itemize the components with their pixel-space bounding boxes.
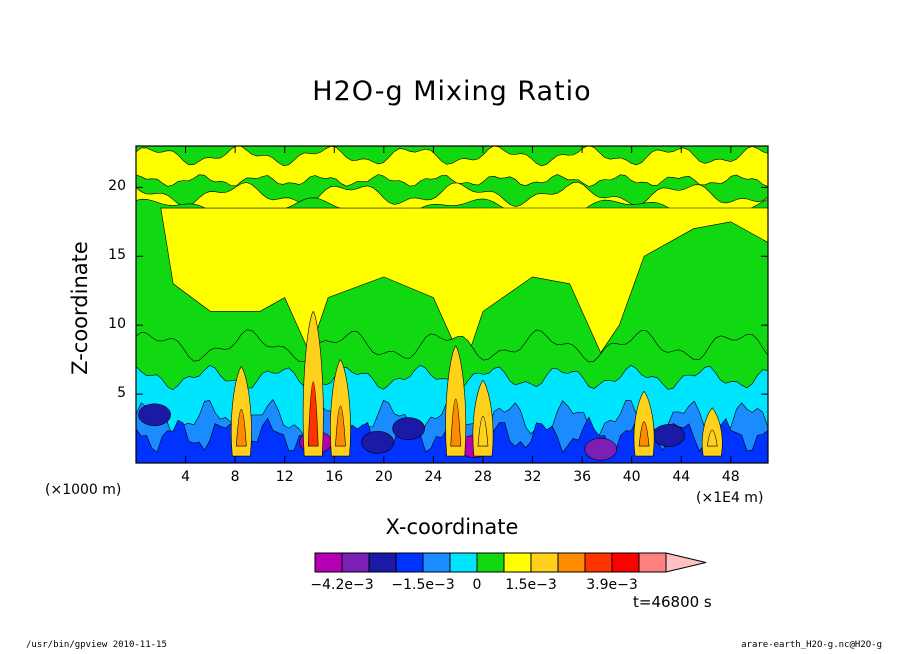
x-tick-label: 24 xyxy=(424,469,443,485)
x-tick-label: 32 xyxy=(523,469,542,485)
plume-core-0 xyxy=(236,409,247,447)
x-tick-label: 20 xyxy=(374,469,393,485)
colorbar-arrow xyxy=(665,552,707,573)
dry-pocket-0 xyxy=(138,403,171,427)
colorbar-label: 1.5e−3 xyxy=(505,577,557,593)
dry-pocket-6 xyxy=(652,424,686,447)
axis-ticks xyxy=(136,146,768,463)
y-axis-title: Z-coordinate xyxy=(68,241,92,375)
colorbar-cell-8 xyxy=(530,552,559,573)
footer-left: /usr/bin/gpview 2010-11-15 xyxy=(26,640,167,650)
x-tick-label: 44 xyxy=(672,469,691,485)
colorbar-cell-1 xyxy=(341,552,370,573)
colorbar-cell-7 xyxy=(503,552,532,573)
plume-core-3 xyxy=(450,398,462,447)
x-tick-label: 16 xyxy=(325,469,344,485)
dry-pocket-2 xyxy=(361,431,394,454)
time-label: t=46800 s xyxy=(633,593,712,611)
plume-core-6 xyxy=(706,429,718,447)
colorbar-label: −4.2e−3 xyxy=(310,577,374,593)
x-tick-label: 4 xyxy=(181,469,191,485)
colorbar-cell-0 xyxy=(314,552,343,573)
colorbar-cell-5 xyxy=(449,552,478,573)
plume-core-5 xyxy=(638,421,650,447)
x-scale-label: (×1E4 m) xyxy=(696,490,764,506)
y-tick-label: 20 xyxy=(108,178,126,195)
dry-pocket-5 xyxy=(584,437,618,461)
x-tick-label: 28 xyxy=(474,469,492,485)
x-tick-label: 36 xyxy=(573,469,592,485)
chart-title: H2O-g Mixing Ratio xyxy=(312,76,592,107)
colorbar-cell-11 xyxy=(611,552,640,573)
dry-pocket-3 xyxy=(392,417,425,440)
colorbar-cell-12 xyxy=(638,552,667,573)
x-tick-label: 8 xyxy=(230,469,240,485)
x-tick-label: 40 xyxy=(622,469,641,485)
plot-frame xyxy=(135,145,769,464)
y-tick-label: 10 xyxy=(108,316,126,333)
y-tick-label: 15 xyxy=(108,247,126,264)
colorbar-cell-6 xyxy=(476,552,505,573)
colorbar-cell-10 xyxy=(584,552,613,573)
colorbar xyxy=(314,552,707,573)
x-unit-label: (×1000 m) xyxy=(45,482,122,498)
colorbar-cell-9 xyxy=(557,552,586,573)
x-tick-label: 48 xyxy=(721,469,740,485)
colorbar-cell-2 xyxy=(368,552,397,573)
contour-field xyxy=(136,146,768,463)
colorbar-cell-4 xyxy=(422,552,451,573)
x-tick-label: 12 xyxy=(275,469,294,485)
y-tick-label: 5 xyxy=(117,385,126,402)
contour-layers xyxy=(136,146,768,463)
plume-core-2 xyxy=(335,405,346,447)
colorbar-label: −1.5e−3 xyxy=(391,577,455,593)
footer-right: arare-earth_H2O-g.nc@H2O-g xyxy=(741,640,882,650)
x-axis-title: X-coordinate xyxy=(385,515,519,539)
plume-core-1 xyxy=(307,381,319,447)
colorbar-label: 0 xyxy=(472,577,482,593)
colorbar-label: 3.9e−3 xyxy=(586,577,638,593)
plume-core-4 xyxy=(477,415,489,447)
colorbar-cell-3 xyxy=(395,552,424,573)
